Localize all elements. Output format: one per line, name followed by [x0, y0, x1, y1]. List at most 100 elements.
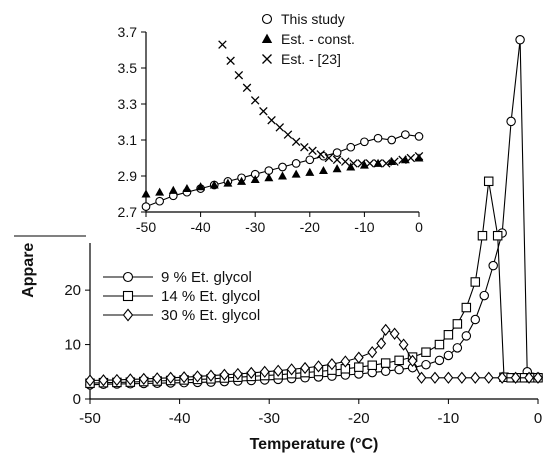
inset-x-tick-label: -40 — [190, 219, 210, 235]
data-point-circle — [479, 290, 489, 301]
data-point-square — [367, 360, 377, 371]
data-point-square — [434, 339, 445, 350]
inset-legend-marker-x — [262, 54, 272, 64]
legend-entry: 9 % Et. glycol — [103, 269, 252, 286]
data-point-diamond — [367, 346, 378, 359]
inset-x-tick-label: 0 — [415, 219, 423, 235]
inset-background — [14, 0, 424, 243]
data-point-diamond — [416, 371, 427, 384]
inset-data-point-x — [242, 83, 252, 93]
inset-legend-label: Est. - [23] — [281, 51, 341, 67]
inset-data-point-x — [324, 153, 334, 163]
series-diamond — [85, 323, 543, 387]
data-point-square — [443, 330, 454, 340]
data-point-square — [380, 358, 391, 368]
inset-data-point-circle — [360, 137, 369, 147]
legend-entry: 30 % Et. glycol — [103, 307, 260, 324]
inset-data-point-triangle — [209, 180, 219, 189]
inset-data-point-x — [283, 130, 293, 139]
data-point-diamond — [327, 358, 337, 371]
main-series — [85, 35, 543, 390]
inset-data-point-x — [275, 123, 285, 132]
data-point-circle — [434, 355, 445, 366]
data-point-diamond — [111, 373, 122, 387]
inset-data-point-circle — [305, 155, 315, 165]
inset-data-point-triangle — [318, 165, 328, 175]
inset-data-point-circle — [414, 132, 424, 141]
inset-data-point-triangle — [155, 187, 165, 196]
data-point-diamond — [206, 369, 216, 382]
x-tick-label: -20 — [348, 410, 370, 427]
data-point-square — [470, 277, 481, 287]
data-point-diamond — [524, 371, 534, 384]
data-point-diamond — [407, 354, 418, 368]
legend-marker-square — [122, 290, 134, 302]
inset-data-point-x — [259, 106, 268, 116]
inset-data-point-triangle — [250, 174, 260, 184]
inset-data-point-x — [226, 56, 235, 66]
inset-data-point-x — [250, 96, 260, 105]
data-point-circle — [394, 364, 404, 375]
legend-entry: 14 % Et. glycol — [103, 288, 260, 305]
inset-data-point-circle — [141, 202, 151, 211]
data-point-diamond — [246, 366, 257, 380]
inset-legend-marker-circle — [261, 13, 273, 25]
x-tick-label: -40 — [169, 410, 191, 427]
data-point-square — [394, 355, 404, 366]
inset-x-tick-label: -10 — [354, 219, 374, 235]
inset-legend-entry: Est. - [23] — [262, 51, 341, 67]
legend-label: 30 % Et. glycol — [161, 307, 260, 324]
y-tick-label: 20 — [64, 282, 81, 299]
data-point-diamond — [389, 327, 400, 340]
data-point-diamond — [430, 371, 440, 384]
inset-y-tick-label: 3.1 — [118, 132, 138, 148]
inset-data-point-circle — [401, 130, 410, 139]
data-point-diamond — [179, 371, 189, 384]
data-point-diamond — [398, 338, 409, 351]
y-tick-label: 0 — [73, 391, 81, 408]
inset-data-point-x — [308, 146, 317, 156]
inset-data-point-x — [373, 159, 383, 168]
data-point-diamond — [470, 371, 481, 384]
x-tick-label: 0 — [534, 410, 542, 427]
data-point-square — [492, 230, 503, 241]
inset-data-point-triangle — [332, 164, 342, 173]
inset-data-point-circle — [291, 159, 301, 168]
data-point-diamond — [510, 371, 521, 384]
inset-series-x — [218, 40, 424, 168]
data-point-diamond — [165, 371, 176, 384]
data-point-square — [477, 230, 488, 241]
data-point-diamond — [286, 363, 297, 376]
data-point-diamond — [98, 374, 109, 387]
inset-data-point-x — [357, 159, 366, 168]
data-point-diamond — [533, 371, 543, 384]
inset-data-point-triangle — [141, 189, 151, 198]
inset-data-point-x — [291, 137, 301, 147]
data-point-square — [354, 362, 364, 372]
inset-data-point-circle — [278, 162, 287, 172]
inset-data-point-circle — [373, 133, 383, 143]
data-point-diamond — [85, 374, 95, 387]
x-axis-title: Temperature (°C) — [250, 436, 379, 453]
data-point-circle — [461, 331, 472, 341]
data-point-diamond — [380, 323, 391, 337]
data-point-diamond — [300, 361, 310, 375]
inset-legend-label: Est. - const. — [281, 31, 355, 47]
inset-legend: This study Est. - const. Est. - [23] — [261, 11, 355, 67]
x-tick-label: -30 — [258, 410, 280, 427]
legend-marker-diamond — [122, 308, 134, 322]
inset-y-tick-label: 2.7 — [118, 204, 138, 220]
inset-y-tick-label: 3.3 — [118, 96, 138, 112]
y-tick-label: 10 — [64, 337, 81, 354]
data-point-circle — [515, 35, 525, 45]
inset-data-point-triangle — [264, 173, 274, 182]
inset-data-point-x — [390, 157, 399, 166]
inset-y-tick-label: 2.9 — [118, 168, 138, 184]
data-point-circle — [421, 359, 431, 370]
inset-data-point-triangle — [305, 167, 315, 176]
inset-chart: -50 -40 -30 -20 -10 0 2.7 2.9 3.1 3.3 3.5 3.7 This … — [14, 0, 424, 243]
inset-data-point-x — [406, 153, 416, 163]
data-point-circle — [443, 350, 454, 361]
